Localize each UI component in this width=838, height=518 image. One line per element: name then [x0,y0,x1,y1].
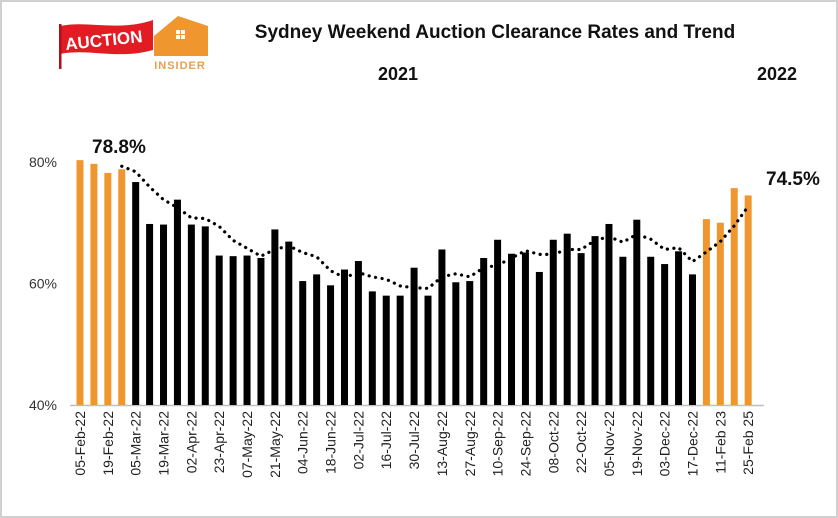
y-tick-label: 40% [29,397,57,413]
x-tick-label: 07-May-22 [239,411,255,478]
x-tick-label: 05-Nov-22 [601,411,617,477]
x-tick-label: 19-Nov-22 [629,411,645,477]
x-tick-label: 05-Mar-22 [128,411,144,476]
bar [132,182,140,405]
bar [327,285,335,405]
x-tick-label: 16-Jul-22 [378,411,394,470]
x-tick-label: 03-Dec-22 [657,411,673,477]
bar [90,163,98,405]
x-tick-label: 19-Mar-22 [156,411,172,476]
bar [452,282,460,405]
x-tick-label: 30-Jul-22 [406,411,422,470]
bar [591,236,599,405]
year-label-2022: 2022 [757,64,798,84]
bar [688,274,696,405]
x-tick-label: 17-Dec-22 [684,411,700,477]
bar [257,257,265,405]
bar [160,224,168,405]
y-tick-label: 80% [29,154,57,170]
bar [424,295,432,405]
bar [215,255,223,405]
x-tick-label: 13-Aug-22 [434,411,450,477]
bar [243,255,251,405]
bar [619,256,627,405]
x-tick-label: 27-Aug-22 [462,411,478,477]
bar [494,239,502,405]
x-tick-label: 23-Apr-22 [211,411,227,473]
x-tick-label: 08-Oct-22 [545,411,561,473]
data-label-78-8: 78.8% [92,137,146,158]
bar [605,223,613,405]
bar [521,252,529,405]
bar [187,224,195,405]
x-tick-label: 02-Apr-22 [183,411,199,473]
bar [577,253,585,405]
x-tick-label: 24-Sep-22 [517,411,533,477]
auction-insider-logo: AUCTION INSIDER [59,16,208,72]
bar [716,222,724,405]
y-tick-label: 60% [29,276,57,292]
bar [201,226,209,405]
bar [438,249,446,405]
bar [563,233,571,405]
bar [396,295,404,405]
bar [118,169,126,405]
bar [382,295,390,405]
x-tick-label: 11-Feb 23 [712,411,728,474]
x-tick-label: 05-Feb-22 [72,411,88,476]
x-tick-label: 18-Jun-22 [323,411,339,474]
data-label-74-5: 74.5% [766,169,820,190]
trend-line [120,164,750,290]
bar [340,269,348,405]
bar [76,160,84,405]
x-tick-label: 25-Feb 25 [740,411,756,475]
bar [549,239,557,405]
bar [354,261,362,405]
bar [744,195,752,405]
bar [647,256,655,405]
bar [313,274,321,405]
bar [702,219,710,405]
x-tick-label: 19-Feb-22 [100,411,116,476]
chart-title: Sydney Weekend Auction Clearance Rates a… [254,22,736,43]
bar [285,241,293,405]
bar [173,199,181,405]
bar [675,251,683,405]
bar [368,291,376,405]
x-tick-label: 10-Sep-22 [490,411,506,477]
bar [466,281,474,405]
bar [299,281,307,405]
bar [508,253,516,405]
bar [146,223,154,405]
bar [730,188,738,405]
svg-text:INSIDER: INSIDER [154,60,206,72]
bar [410,267,418,405]
x-tick-label: 04-Jun-22 [295,411,311,474]
bar [661,264,669,405]
bar [229,256,237,405]
bar [535,271,543,405]
bar [271,229,279,405]
x-tick-label: 22-Oct-22 [573,411,589,473]
x-tick-label: 02-Jul-22 [350,411,366,470]
bar [104,172,112,405]
year-label-2021: 2021 [378,64,419,84]
bar [633,219,641,405]
x-tick-label: 21-May-22 [267,411,283,478]
bar [480,257,488,405]
